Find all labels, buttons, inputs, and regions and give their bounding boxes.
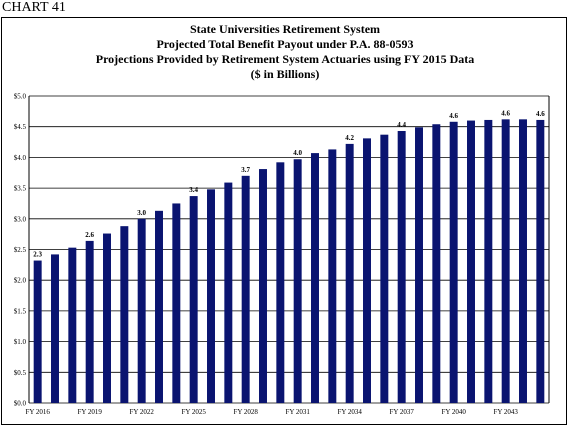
bar (380, 134, 389, 403)
data-label: 4.6 (501, 109, 510, 117)
data-label: 4.6 (449, 112, 458, 120)
bar (536, 119, 545, 404)
chart-subtitle-1: Projected Total Benefit Payout under P.A… (156, 37, 414, 51)
y-tick-label: $4.5 (14, 123, 27, 131)
bar (189, 196, 198, 403)
y-tick-label: $3.0 (14, 215, 27, 223)
data-label: 2.3 (33, 251, 42, 259)
x-tick-label: FY 2037 (389, 408, 414, 416)
x-tick-label: FY 2019 (77, 408, 102, 416)
data-label: 3.0 (137, 209, 146, 217)
bar (276, 162, 285, 403)
data-label: 3.4 (189, 186, 198, 194)
bar (207, 189, 215, 403)
y-tick-label: $0.5 (14, 369, 27, 377)
bar (415, 127, 423, 404)
data-label: 4.0 (293, 149, 302, 157)
chart-subtitle-3: ($ in Billions) (250, 67, 320, 81)
y-tick-label: $3.5 (14, 185, 27, 193)
bar (345, 143, 354, 403)
x-tick-label: FY 2031 (285, 408, 310, 416)
chart-frame (1, 17, 567, 425)
bar (432, 124, 441, 403)
bar (259, 169, 267, 403)
bar (103, 233, 111, 403)
x-tick-label: FY 2016 (25, 408, 50, 416)
data-label: 4.6 (536, 110, 545, 118)
chart-titles: State Universities Retirement System Pro… (0, 22, 570, 82)
bar (155, 210, 163, 403)
bar (397, 130, 406, 404)
x-tick-label: FY 2028 (233, 408, 258, 416)
bar (484, 119, 493, 404)
bar (328, 149, 337, 403)
bar (120, 226, 129, 403)
y-tick-label: $2.5 (14, 246, 27, 254)
x-tick-label: FY 2040 (441, 408, 466, 416)
y-tick-label: $5.0 (14, 93, 27, 101)
x-tick-label: FY 2022 (129, 408, 154, 416)
bar (172, 203, 181, 403)
bar (137, 218, 146, 403)
bar (33, 260, 42, 403)
y-tick-label: $2.0 (14, 277, 27, 285)
data-label: 3.7 (241, 166, 250, 174)
chart-number-label: CHART 41 (2, 0, 66, 15)
bar (85, 240, 94, 403)
y-tick-label: $1.0 (14, 338, 27, 346)
bar (241, 175, 250, 403)
bar (51, 254, 59, 403)
bar (224, 182, 233, 403)
x-tick-label: FY 2034 (337, 408, 362, 416)
x-tick-label: FY 2025 (181, 408, 206, 416)
bar (363, 138, 371, 403)
y-tick-label: $4.0 (14, 154, 27, 162)
bar (311, 153, 319, 403)
chart-title: State Universities Retirement System (189, 22, 381, 36)
x-tick-label: FY 2043 (493, 408, 518, 416)
bar (519, 119, 527, 403)
bar (467, 120, 475, 403)
y-tick-label: $1.5 (14, 307, 27, 315)
data-label: 4.4 (397, 121, 406, 129)
y-tick-label: $0.0 (14, 400, 27, 408)
bar (293, 159, 302, 403)
data-label: 4.2 (345, 134, 354, 142)
chart-subtitle-2: Projections Provided by Retirement Syste… (95, 52, 475, 66)
bar (449, 121, 458, 404)
data-label: 2.6 (85, 231, 94, 239)
bar (501, 119, 510, 403)
bar (68, 247, 77, 403)
